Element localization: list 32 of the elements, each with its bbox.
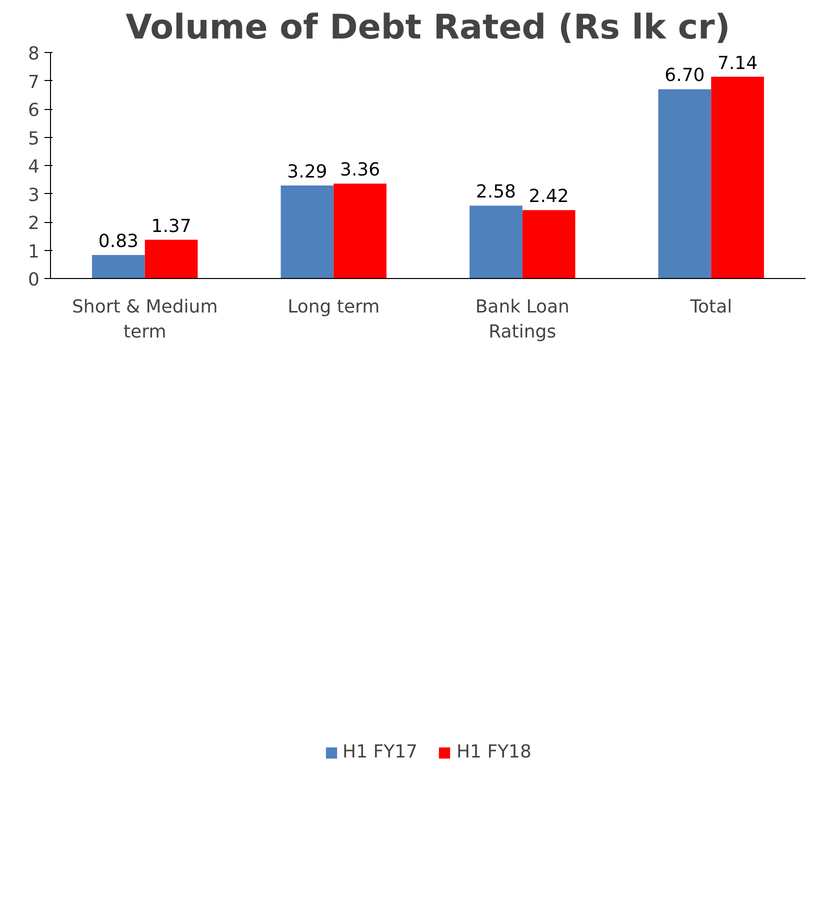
bar (658, 89, 712, 278)
bar (334, 184, 386, 278)
legend-label: H1 FY17 (342, 742, 418, 763)
y-tick-label: 3 (28, 184, 40, 206)
bar (92, 255, 145, 278)
data-label: 0.83 (98, 231, 138, 252)
legend-label: H1 FY18 (456, 742, 532, 763)
y-tick-label: 6 (28, 100, 40, 121)
y-tick-label: 0 (28, 270, 40, 290)
data-label: 3.29 (287, 162, 328, 183)
bar (280, 186, 334, 278)
data-label: 2.42 (528, 186, 569, 208)
y-tick-label: 7 (28, 72, 40, 93)
y-tick-label: 4 (28, 156, 40, 178)
x-tick-label: Long term (288, 296, 380, 318)
data-label: 1.37 (151, 216, 192, 237)
x-tick-label: Bank Loan Ratings (475, 296, 570, 343)
y-tick-label: 1 (28, 241, 40, 262)
data-label: 6.70 (664, 65, 705, 86)
data-label: 7.14 (718, 52, 758, 74)
bar (470, 206, 522, 278)
x-tick-label: Total (689, 296, 732, 318)
data-label: 3.36 (340, 160, 380, 181)
bar (144, 240, 198, 278)
bar (711, 76, 764, 278)
y-tick-label: 2 (28, 213, 40, 234)
data-label: 2.58 (476, 182, 516, 203)
y-tick-label: 5 (28, 128, 40, 150)
y-tick-label: 8 (28, 44, 40, 64)
x-tick-label: Short & Medium term (72, 296, 218, 343)
chart-title: Volume of Debt Rated (Rs lk cr) (126, 8, 730, 48)
bar (522, 210, 576, 278)
